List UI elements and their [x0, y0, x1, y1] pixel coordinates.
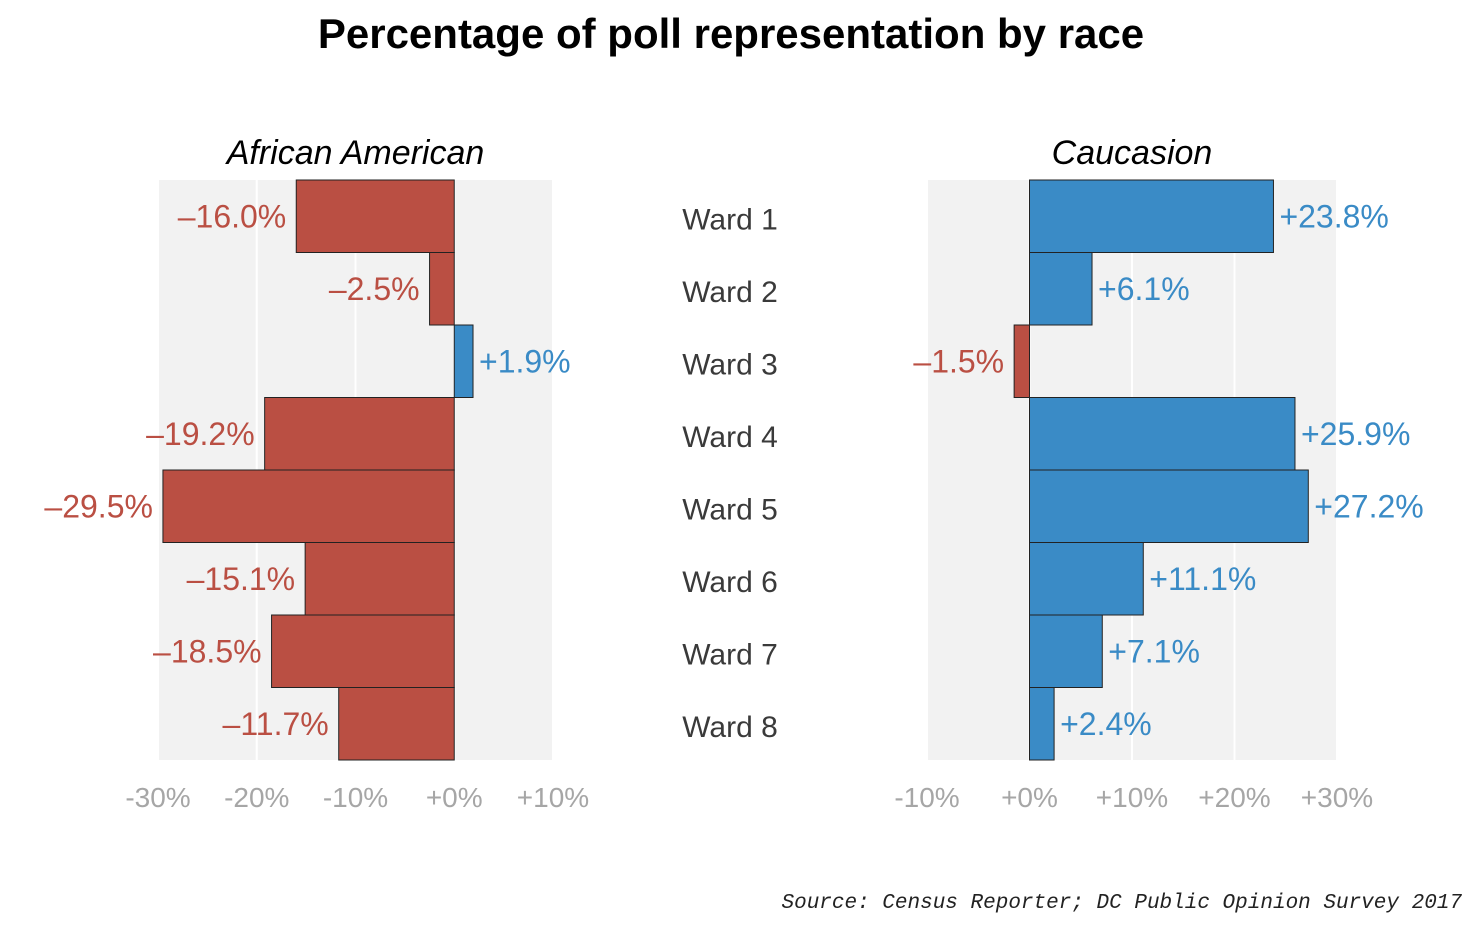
- african-american-bar-label: –19.2%: [146, 416, 255, 452]
- african-american-bar: [338, 687, 455, 761]
- caucasion-bar: [1029, 179, 1274, 253]
- caucasion-tick-label: +30%: [1301, 782, 1373, 813]
- caucasion-bar: [1029, 687, 1055, 761]
- caucasion-bar-label: +27.2%: [1314, 488, 1423, 524]
- african-american-panel-title: African American: [225, 134, 485, 172]
- caucasion-panel: -10% +0% +10% +20% +30% Caucasion +23.8% +6.1% –…: [894, 134, 1423, 813]
- caucasion-bar-label: +7.1%: [1108, 633, 1200, 669]
- ward-label: Ward 5: [682, 493, 778, 526]
- source-note: Source: Census Reporter; DC Public Opini…: [781, 892, 1462, 915]
- african-american-bar: [162, 469, 455, 543]
- african-american-bar-label: –15.1%: [187, 561, 296, 597]
- caucasion-bar-label: +11.1%: [1149, 561, 1256, 597]
- african-american-tick-label: +10%: [517, 782, 589, 813]
- caucasion-tick-label: +0%: [1001, 782, 1058, 813]
- caucasion-bar: [1029, 469, 1309, 543]
- caucasion-bar: [1029, 252, 1093, 326]
- african-american-bar-label: –2.5%: [329, 271, 420, 307]
- caucasion-bar: [1013, 324, 1030, 398]
- caucasion-bar-label: +2.4%: [1060, 706, 1152, 742]
- ward-label: Ward 1: [682, 203, 778, 236]
- caucasion-tick-label: +10%: [1096, 782, 1168, 813]
- caucasion-bar: [1029, 542, 1144, 616]
- african-american-bar-label: –11.7%: [223, 706, 329, 742]
- african-american-bar: [429, 252, 455, 326]
- caucasion-tick-label: -10%: [894, 782, 959, 813]
- page-title: Percentage of poll representation by rac…: [317, 10, 1145, 57]
- african-american-bar: [264, 397, 455, 471]
- african-american-bar: [295, 179, 455, 253]
- african-american-tick-label: -30%: [125, 782, 190, 813]
- caucasion-bar-label: –1.5%: [913, 343, 1004, 379]
- ward-label: Ward 3: [682, 348, 778, 381]
- ward-labels: Ward 1 Ward 2 Ward 3 Ward 4 Ward 5 Ward 6 Ward…: [682, 203, 778, 744]
- ward-label: Ward 2: [682, 276, 778, 309]
- african-american-panel: -30% -20% -10% +0% +10% African American –16.0…: [44, 134, 589, 813]
- caucasion-bar: [1029, 397, 1296, 471]
- caucasion-bar: [1029, 614, 1103, 688]
- ward-label: Ward 4: [682, 421, 778, 454]
- african-american-tick-label: +0%: [426, 782, 483, 813]
- caucasion-bar-label: +25.9%: [1301, 416, 1410, 452]
- ward-label: Ward 8: [682, 711, 778, 744]
- african-american-bar: [304, 542, 455, 616]
- african-american-bar: [453, 324, 474, 398]
- african-american-bar: [271, 614, 455, 688]
- caucasion-bar-label: +23.8%: [1279, 198, 1388, 234]
- african-american-bar-label: –29.5%: [44, 488, 153, 524]
- ward-label: Ward 6: [682, 566, 778, 599]
- caucasion-bar-label: +6.1%: [1098, 271, 1190, 307]
- african-american-bar-label: –16.0%: [178, 198, 287, 234]
- caucasion-panel-title: Caucasion: [1052, 134, 1213, 172]
- african-american-tick-label: -20%: [224, 782, 289, 813]
- african-american-bar-label: –18.5%: [153, 633, 262, 669]
- ward-label: Ward 7: [682, 638, 778, 671]
- african-american-tick-label: -10%: [323, 782, 388, 813]
- caucasion-tick-label: +20%: [1198, 782, 1270, 813]
- african-american-bar-label: +1.9%: [479, 343, 571, 379]
